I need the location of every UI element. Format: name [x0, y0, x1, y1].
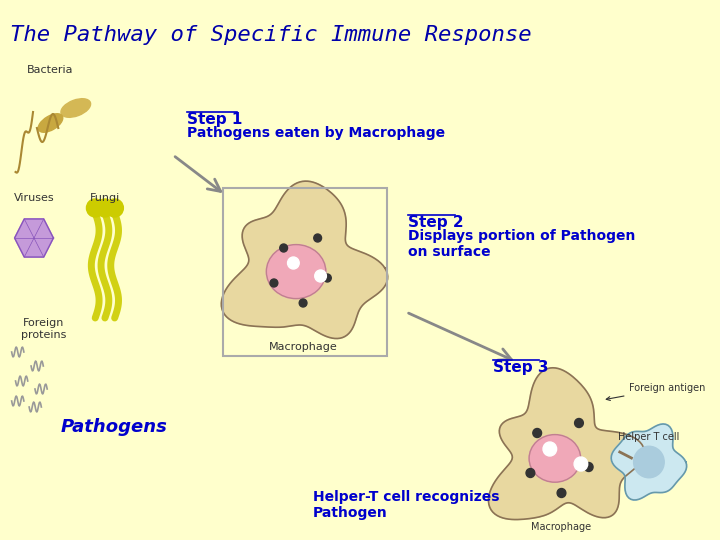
Text: Foreign antigen: Foreign antigen [606, 383, 706, 401]
Circle shape [86, 199, 104, 217]
Text: Pathogens: Pathogens [60, 418, 167, 436]
Circle shape [315, 270, 326, 282]
Circle shape [280, 244, 287, 252]
Ellipse shape [529, 435, 580, 482]
Ellipse shape [38, 114, 63, 132]
Circle shape [634, 446, 665, 478]
Circle shape [557, 489, 566, 497]
Polygon shape [14, 219, 53, 257]
Circle shape [323, 274, 331, 282]
Circle shape [96, 199, 114, 217]
Polygon shape [488, 368, 644, 519]
Ellipse shape [266, 245, 326, 299]
Text: Foreign
proteins: Foreign proteins [21, 318, 66, 340]
Circle shape [575, 418, 583, 428]
Circle shape [526, 469, 535, 477]
Circle shape [106, 199, 123, 217]
Text: The Pathway of Specific Immune Response: The Pathway of Specific Immune Response [9, 25, 531, 45]
Text: Viruses: Viruses [14, 193, 54, 203]
Circle shape [270, 279, 278, 287]
Text: Macrophage: Macrophage [269, 342, 338, 352]
Text: Step 2: Step 2 [408, 215, 464, 230]
Circle shape [543, 442, 557, 456]
Text: Helper-T cell recognizes
Pathogen: Helper-T cell recognizes Pathogen [312, 490, 499, 520]
Circle shape [574, 457, 588, 471]
Text: Pathogens eaten by Macrophage: Pathogens eaten by Macrophage [186, 126, 445, 140]
Text: Step 3: Step 3 [493, 360, 549, 375]
Text: Macrophage: Macrophage [531, 522, 592, 532]
Polygon shape [221, 181, 387, 339]
Polygon shape [611, 424, 687, 500]
Circle shape [300, 299, 307, 307]
Circle shape [533, 429, 541, 437]
Text: Displays portion of Pathogen
on surface: Displays portion of Pathogen on surface [408, 229, 635, 259]
Text: Helper T cell: Helper T cell [618, 432, 680, 442]
Text: Step 1: Step 1 [186, 112, 242, 127]
Text: Fungi: Fungi [90, 193, 120, 203]
Circle shape [585, 462, 593, 471]
Circle shape [287, 257, 300, 269]
Text: Bacteria: Bacteria [27, 65, 73, 75]
Circle shape [314, 234, 322, 242]
Ellipse shape [61, 99, 91, 117]
